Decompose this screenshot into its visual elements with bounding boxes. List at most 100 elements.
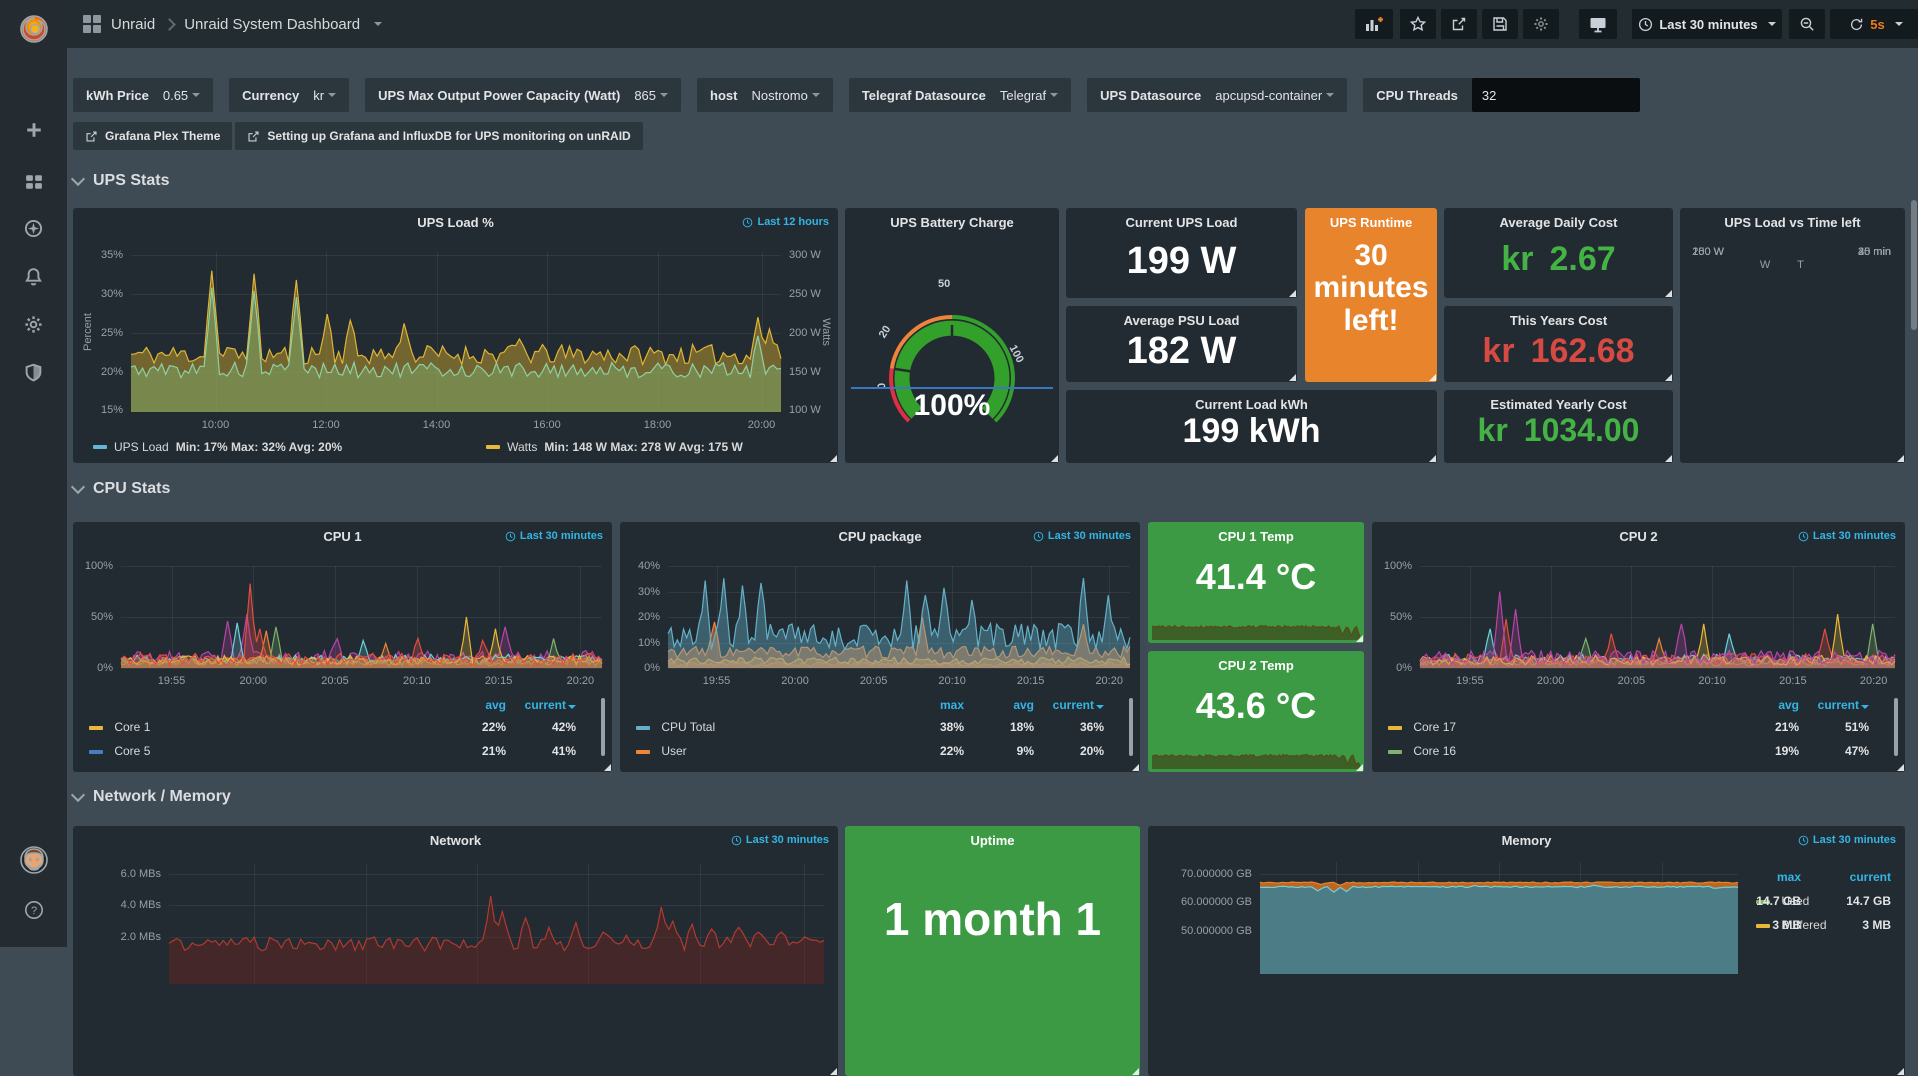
legend-col-current[interactable]: current [525,698,576,712]
cpu-package-chart[interactable]: 40% 30% 20% 10% 0% 19:55 20:00 20:05 20:… [638,560,1130,687]
panel-title[interactable]: Network [429,833,482,848]
panel-title[interactable]: CPU 2 [1619,529,1658,544]
sidebar-item-configuration[interactable] [0,304,67,344]
sidebar-item-explore[interactable] [0,208,67,248]
zoom-out-button[interactable] [1789,9,1825,39]
panel-resize-handle[interactable] [1132,764,1139,771]
variable-kwh-price[interactable]: kWh Price 0.65 [73,78,214,112]
section-network-memory[interactable]: Network / Memory [70,787,231,806]
panel-title[interactable]: Memory [1501,833,1552,848]
variable-value[interactable]: 865 [634,88,669,103]
dashboard-settings-button[interactable] [1523,9,1559,39]
share-dashboard-button[interactable] [1441,9,1477,39]
series-name[interactable]: Used [1781,894,1810,908]
panel-title[interactable]: UPS Load % [417,215,494,230]
add-panel-button[interactable] [1355,9,1393,39]
panel-resize-handle[interactable] [1897,764,1904,771]
panel-title[interactable]: CPU 1 [323,529,362,544]
panel-resize-handle[interactable] [1429,455,1436,462]
panel-resize-handle[interactable] [1665,455,1672,462]
variable-value[interactable]: Nostromo [751,88,820,103]
panel-resize-handle[interactable] [1897,455,1904,462]
panel-title[interactable]: UPS Battery Charge [890,215,1014,230]
panel-title[interactable]: Uptime [970,833,1015,848]
series-name[interactable]: Core 1 [114,720,151,734]
star-dashboard-button[interactable] [1400,9,1436,39]
legend-col-current[interactable]: current [1849,870,1891,884]
time-range-badge[interactable]: Last 30 minutes [1798,834,1896,846]
variable-host[interactable]: host Nostromo [697,78,833,112]
variable-value[interactable]: Telegraf [1000,88,1059,103]
series-name[interactable]: UPS Load [114,440,169,454]
time-range-badge[interactable]: Last 12 hours [742,216,829,228]
chevron-down-icon[interactable] [374,22,383,26]
series-name[interactable]: Core 16 [1413,744,1457,758]
time-range-badge[interactable]: Last 30 minutes [505,530,603,542]
breadcrumb-folder[interactable]: Unraid [111,15,156,33]
legend-scrollbar[interactable] [1894,698,1898,756]
variable-ups-datasource[interactable]: UPS Datasource apcupsd-container [1087,78,1348,112]
panel-resize-handle[interactable] [1665,290,1672,297]
panel-resize-handle[interactable] [830,1068,837,1075]
cycle-view-mode-button[interactable] [1579,9,1617,39]
network-chart[interactable]: 6.0 MBs 4.0 MBs 2.0 MBs [121,864,824,984]
refresh-picker[interactable]: 5s [1830,9,1918,39]
series-name[interactable]: Core 5 [114,744,151,758]
panel-resize-handle[interactable] [1429,374,1436,381]
cpu-threads-input[interactable] [1471,78,1640,112]
panel-resize-handle[interactable] [604,764,611,771]
user-avatar[interactable] [0,840,67,880]
time-range-picker[interactable]: Last 30 minutes [1632,9,1782,39]
legend-col-current[interactable]: current [1053,698,1104,712]
legend-col-avg[interactable]: avg [1013,698,1034,712]
panel-resize-handle[interactable] [1289,374,1296,381]
panel-resize-handle[interactable] [1289,290,1296,297]
series-name[interactable]: Watts [507,440,538,454]
panel-title[interactable]: Estimated Yearly Cost [1490,397,1627,412]
legend-col-avg[interactable]: avg [1778,698,1799,712]
panel-title[interactable]: This Years Cost [1509,313,1608,328]
sidebar-item-server-admin[interactable] [0,352,67,392]
sidebar-item-help[interactable]: ? [0,890,67,930]
panel-resize-handle[interactable] [1356,635,1363,642]
variable-value[interactable]: 0.65 [163,88,201,103]
series-name[interactable]: Core 17 [1413,720,1457,734]
variable-telegraf-datasource[interactable]: Telegraf Datasource Telegraf [848,78,1072,112]
cpu2-chart[interactable]: 100% 50% 0% 19:55 20:00 20:05 20:10 20:1… [1384,560,1895,687]
panel-resize-handle[interactable] [830,455,837,462]
panel-resize-handle[interactable] [1665,374,1672,381]
panel-title[interactable]: CPU 1 Temp [1218,529,1294,544]
legend-col-avg[interactable]: avg [485,698,506,712]
variable-value[interactable]: kr [313,88,337,103]
panel-resize-handle[interactable] [1356,764,1363,771]
panel-title[interactable]: Current Load kWh [1195,397,1308,412]
save-dashboard-button[interactable] [1482,9,1518,39]
time-range-badge[interactable]: Last 30 minutes [1033,530,1131,542]
sidebar-item-create[interactable] [0,110,67,150]
panel-title[interactable]: CPU 2 Temp [1218,658,1294,673]
legend-col-max[interactable]: max [939,698,964,712]
time-range-badge[interactable]: Last 30 minutes [1798,530,1896,542]
panel-resize-handle[interactable] [1132,1068,1139,1075]
memory-chart[interactable]: 70.000000 GB 60.000000 GB 50.000000 GB [1181,862,1738,974]
variable-ups-max-output[interactable]: UPS Max Output Power Capacity (Watt) 865 [365,78,682,112]
time-range-badge[interactable]: Last 30 minutes [731,834,829,846]
link-ups-monitoring-guide[interactable]: Setting up Grafana and InfluxDB for UPS … [235,122,643,150]
page-scrollbar[interactable] [1911,200,1917,330]
series-name[interactable]: User [661,744,687,758]
variable-value[interactable]: apcupsd-container [1215,88,1335,103]
panel-title[interactable]: Current UPS Load [1125,215,1238,230]
sidebar-item-alerting[interactable] [0,256,67,296]
panel-resize-handle[interactable] [1897,1068,1904,1075]
panel-title[interactable]: Average PSU Load [1123,313,1240,328]
panel-title[interactable]: UPS Load vs Time left [1724,215,1861,230]
variable-currency[interactable]: Currency kr [229,78,350,112]
legend-col-max[interactable]: max [1776,870,1801,884]
section-ups-stats[interactable]: UPS Stats [70,171,169,190]
sidebar-item-dashboards[interactable] [0,162,67,202]
grafana-logo[interactable] [0,6,67,52]
legend-item-watts[interactable]: Watts Min: 148 W Max: 278 W Avg: 175 W [486,440,743,454]
legend-scrollbar[interactable] [601,698,605,756]
panel-title[interactable]: UPS Runtime [1329,215,1413,230]
panel-title[interactable]: CPU package [838,529,922,544]
